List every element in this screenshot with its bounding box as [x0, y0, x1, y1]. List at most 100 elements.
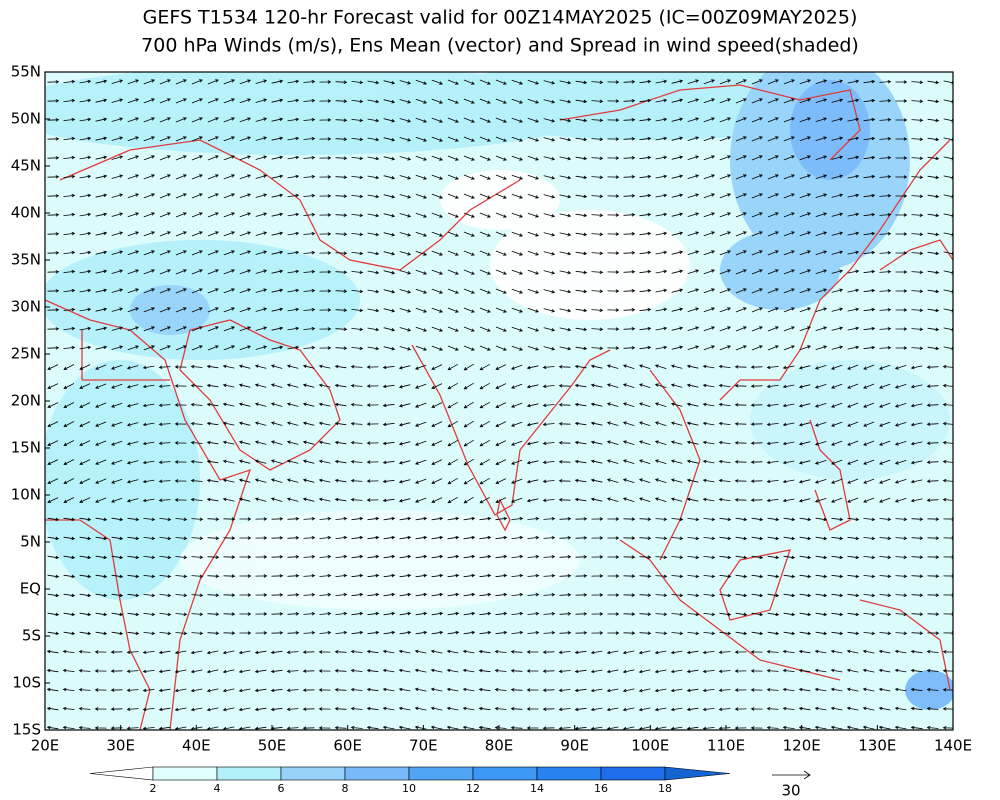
wind-vector: [175, 593, 188, 598]
wind-vector: [910, 649, 923, 654]
wind-vector: [575, 270, 588, 275]
wind-vector: [559, 536, 572, 540]
wind-vector: [511, 383, 523, 389]
wind-vector: [671, 574, 684, 579]
wind-vector: [111, 402, 123, 408]
wind-vector: [47, 327, 60, 331]
wind-vector: [766, 688, 779, 692]
wind-vector: [687, 79, 700, 84]
wind-vector: [686, 383, 699, 388]
wind-vector: [606, 650, 619, 655]
wind-vector: [863, 536, 876, 541]
wind-vector: [926, 687, 939, 692]
wind-vector: [927, 308, 940, 313]
wind-vector: [766, 726, 779, 730]
wind-vector: [542, 688, 555, 692]
wind-vector: [287, 155, 300, 160]
wind-vector: [862, 649, 875, 654]
wind-vector: [415, 573, 428, 578]
wind-vector: [334, 459, 347, 464]
wind-vector: [174, 498, 187, 502]
wind-vector: [95, 517, 108, 522]
wind-vector: [286, 688, 299, 693]
wind-vector: [351, 137, 364, 142]
wind-vector: [287, 117, 300, 122]
wind-vector: [79, 79, 92, 84]
wind-vector: [382, 498, 395, 503]
wind-vector: [287, 288, 300, 293]
wind-vector: [303, 174, 316, 179]
wind-vector: [190, 364, 203, 369]
wind-vector: [734, 707, 747, 711]
wind-vector: [143, 136, 155, 142]
lon-label: 60E: [333, 737, 362, 755]
wind-vector: [159, 345, 171, 351]
wind-vector: [910, 706, 923, 711]
wind-vector: [447, 79, 459, 85]
wind-vector: [926, 441, 939, 445]
wind-vector: [751, 250, 763, 256]
wind-vector: [350, 403, 363, 407]
wind-vector: [47, 593, 60, 598]
wind-vector: [79, 231, 92, 236]
wind-vector: [318, 364, 331, 369]
wind-vector: [207, 79, 219, 85]
wind-vector: [495, 516, 508, 521]
wind-vector: [254, 421, 267, 426]
wind-vector: [574, 364, 587, 369]
wind-vector: [431, 478, 443, 484]
wind-vector: [879, 80, 892, 84]
wind-vector: [639, 231, 652, 236]
wind-vector: [511, 497, 523, 503]
wind-vector: [399, 118, 412, 123]
wind-vector: [111, 212, 124, 217]
wind-vector: [831, 193, 844, 198]
wind-vector: [223, 98, 235, 104]
wind-vector: [334, 383, 347, 388]
wind-vector: [79, 117, 92, 122]
wind-vector: [175, 555, 188, 560]
wind-vector: [670, 497, 683, 502]
wind-vector: [191, 536, 204, 540]
wind-vector: [111, 79, 124, 84]
wind-vector: [174, 460, 187, 464]
wind-vector: [319, 346, 332, 350]
wind-vector: [910, 441, 923, 446]
wind-vector: [910, 365, 923, 370]
wind-vector: [495, 611, 508, 616]
wind-vector: [463, 630, 476, 635]
wind-vector: [350, 460, 363, 464]
wind-vector: [287, 193, 300, 198]
wind-vector: [734, 650, 747, 654]
wind-vector: [159, 536, 172, 541]
wind-vector: [79, 459, 91, 465]
wind-vector: [159, 288, 171, 294]
wind-vector: [415, 516, 428, 521]
wind-vector: [590, 669, 603, 674]
wind-vector: [703, 288, 715, 294]
colorbar-label: 18: [658, 782, 672, 795]
wind-vector: [79, 136, 92, 141]
wind-vector: [159, 250, 171, 256]
wind-vector: [127, 174, 139, 180]
wind-vector: [894, 365, 907, 370]
lat-label: 55N: [11, 63, 41, 81]
wind-vector: [47, 346, 60, 350]
wind-vector: [719, 517, 732, 522]
wind-vector: [463, 269, 475, 275]
wind-vector: [319, 270, 332, 274]
wind-vector: [671, 326, 684, 331]
wind-vector: [303, 517, 316, 521]
wind-vector: [479, 79, 491, 85]
wind-vector: [126, 365, 139, 370]
wind-vector: [751, 136, 763, 142]
wind-vector: [671, 555, 684, 560]
wind-vector: [63, 536, 76, 541]
wind-vector: [702, 688, 715, 693]
wind-vector: [831, 402, 843, 408]
wind-vector: [207, 136, 219, 142]
wind-vector: [350, 668, 363, 673]
wind-vector: [382, 687, 395, 692]
wind-vector: [431, 269, 443, 275]
wind-vector: [671, 631, 684, 636]
